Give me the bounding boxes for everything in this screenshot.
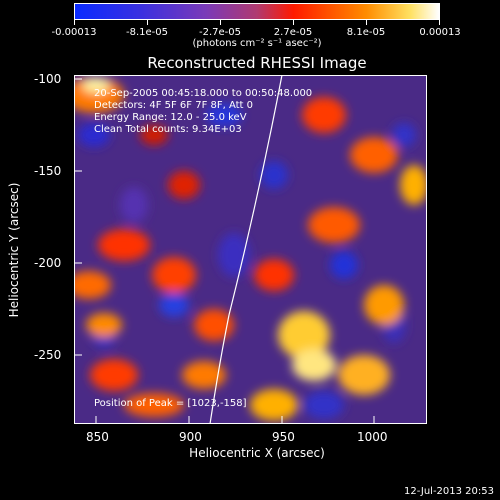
y-tick-label: -250: [34, 348, 62, 362]
x-axis-label: Heliocentric X (arcsec): [189, 446, 325, 460]
colorbar-units: (photons cm⁻² s⁻¹ asec⁻²): [192, 38, 322, 49]
colorbar-label: -0.00013: [51, 27, 97, 38]
colorbar-label: 8.1e-05: [346, 27, 386, 38]
energy-range-annotation: Energy Range: 12.0 - 25.0 keV: [94, 112, 247, 123]
detectors-annotation: Detectors: 4F 5F 6F 7F 8F, Att 0: [94, 100, 254, 111]
peak-position-annotation: Position of Peak = [1023,-158]: [94, 398, 247, 409]
y-tick-label: -150: [34, 164, 62, 178]
x-tick-label: 850: [86, 430, 109, 444]
x-tick-label: 900: [179, 430, 202, 444]
colorbar-label: -8.1e-05: [126, 27, 168, 38]
y-tick-label: -100: [34, 72, 62, 86]
x-tick-label: 1000: [357, 430, 388, 444]
x-tick-label: 950: [272, 430, 295, 444]
time-range-annotation: 20-Sep-2005 00:45:18.000 to 00:50:48.000: [94, 88, 313, 99]
colorbar-label: 0.00013: [419, 27, 461, 38]
plot-title: Reconstructed RHESSI Image: [147, 54, 367, 72]
rhessi-image: [74, 75, 427, 424]
colorbar-label: -2.7e-05: [199, 27, 241, 38]
axis-ticks: [74, 78, 375, 424]
footer-date: 12-Jul-2013 20:53: [403, 486, 494, 497]
colorbar: [74, 3, 440, 20]
colorbar-ticks: [74, 20, 440, 25]
y-axis-label: Heliocentric Y (arcsec): [7, 182, 21, 318]
colorbar-label: 2.7e-05: [273, 27, 313, 38]
clean-counts-annotation: Clean Total counts: 9.34E+03: [94, 124, 242, 135]
y-tick-label: -200: [34, 256, 62, 270]
